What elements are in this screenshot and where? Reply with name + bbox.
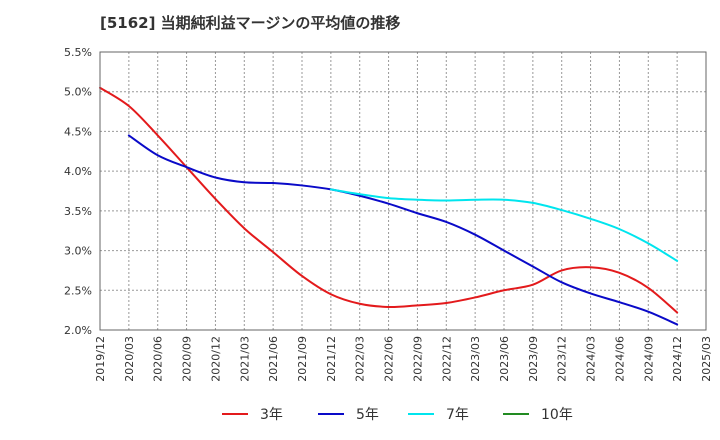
x-tick-label: 2023/03: [469, 336, 482, 382]
horizontal-gridlines: [100, 91, 706, 291]
y-axis-ticks: 5.5% 5.0% 4.5% 4.0% 3.5% 3.0% 2.5% 2.0%: [64, 46, 92, 337]
plot-frame: [99, 51, 707, 331]
x-tick-label: 2020/06: [152, 336, 165, 382]
x-tick-label: 2024/09: [642, 336, 655, 382]
x-tick-label: 2020/12: [209, 336, 222, 382]
x-tick-label: 2019/12: [94, 336, 107, 382]
series-layer: [99, 86, 679, 326]
y-tick-label: 5.5%: [64, 46, 92, 59]
x-tick-label: 2024/12: [671, 336, 684, 382]
legend-swatch: [222, 413, 248, 415]
x-tick-label: 2021/12: [325, 336, 338, 382]
y-tick-label: 4.0%: [64, 165, 92, 178]
series-line-1: [127, 134, 679, 326]
y-tick-label: 3.5%: [64, 205, 92, 218]
series-line-2: [329, 188, 679, 262]
legend-swatch: [318, 413, 344, 415]
legend-item-2: 7年: [408, 401, 469, 427]
x-tick-label: 2025/03: [700, 336, 713, 382]
y-tick-label: 3.0%: [64, 245, 92, 258]
x-tick-label: 2021/09: [296, 336, 309, 382]
legend-item-3: 10年: [503, 401, 573, 427]
series-line-0: [99, 86, 679, 314]
x-tick-label: 2022/06: [383, 336, 396, 382]
x-tick-label: 2023/09: [527, 336, 540, 382]
x-tick-label: 2024/03: [585, 336, 598, 382]
x-tick-label: 2024/06: [613, 336, 626, 382]
chart-title: [5162] 当期純利益マージンの平均値の推移: [100, 14, 401, 32]
legend-label: 3年: [260, 407, 283, 423]
y-tick-label: 2.5%: [64, 284, 92, 297]
y-tick-label: 2.0%: [64, 324, 92, 337]
x-tick-label: 2022/09: [411, 336, 424, 382]
legend-swatch: [408, 413, 434, 415]
legend-label: 7年: [446, 407, 469, 423]
x-tick-label: 2020/09: [181, 336, 194, 382]
legend-label: 5年: [356, 407, 379, 423]
legend-swatch: [503, 413, 529, 415]
x-tick-label: 2022/12: [440, 336, 453, 382]
x-tick-label: 2022/03: [354, 336, 367, 382]
x-tick-label: 2021/06: [267, 336, 280, 382]
y-tick-label: 4.5%: [64, 125, 92, 138]
plot-background: [100, 52, 706, 330]
x-tick-label: 2023/12: [556, 336, 569, 382]
y-tick-label: 5.0%: [64, 86, 92, 99]
x-tick-label: 2020/03: [123, 336, 136, 382]
legend-item-1: 5年: [318, 401, 379, 427]
legend: 3年 5年 7年 10年: [0, 401, 720, 427]
x-axis-ticks: 2019/12 2020/03 2020/06 2020/09 2020/12 2021/…: [94, 336, 713, 382]
x-tick-label: 2023/06: [498, 336, 511, 382]
x-tick-label: 2021/03: [238, 336, 251, 382]
legend-label: 10年: [541, 407, 573, 423]
legend-item-0: 3年: [222, 401, 283, 427]
